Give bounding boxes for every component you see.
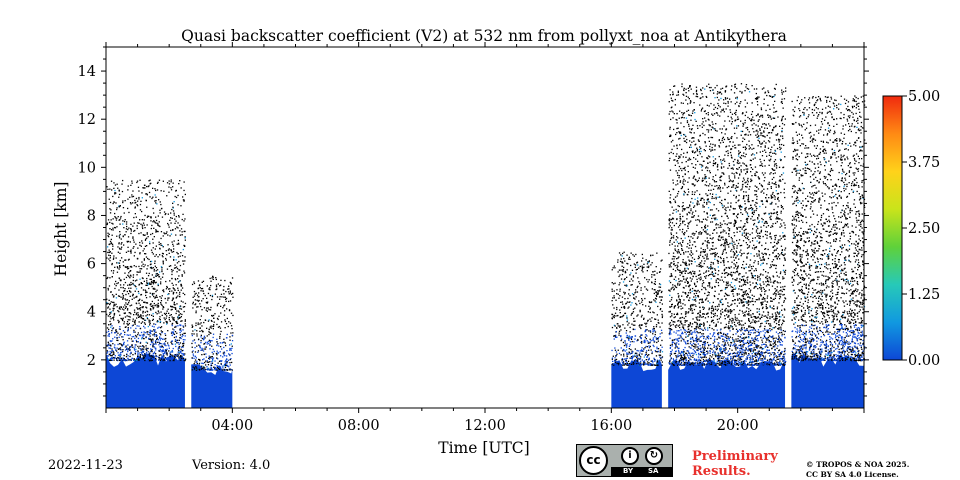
colorbar-tick-label: 2.50 bbox=[908, 221, 940, 237]
copyright-line-2: CC BY SA 4.0 License. bbox=[806, 470, 899, 479]
colorbar-tick-label: 5.00 bbox=[908, 89, 940, 105]
y-tick-label: 10 bbox=[78, 160, 96, 176]
y-axis-label: Height [km] bbox=[52, 182, 70, 277]
measurement-period-5 bbox=[791, 95, 866, 408]
colorbar-scale bbox=[882, 95, 903, 361]
copyright-line-1: © TROPOS & NOA 2025. bbox=[806, 460, 910, 469]
y-tick-label: 4 bbox=[87, 305, 96, 321]
axes-frame bbox=[105, 46, 865, 409]
measurement-period-4 bbox=[668, 83, 787, 408]
signal-layer-1 bbox=[106, 352, 185, 408]
preliminary-results-label: Preliminary Results. bbox=[692, 449, 778, 479]
measurement-period-1 bbox=[106, 179, 187, 408]
x-tick-label: 16:00 bbox=[590, 418, 632, 434]
x-tick-label: 20:00 bbox=[717, 418, 759, 434]
colorbar-tick-label: 3.75 bbox=[908, 155, 940, 171]
y-tick-label: 8 bbox=[87, 208, 96, 224]
preliminary-line-2: Results. bbox=[692, 464, 751, 479]
colorbar-tick-label: 1.25 bbox=[908, 287, 940, 303]
noise-speckle-3 bbox=[611, 251, 664, 366]
version-label: Version: 4.0 bbox=[192, 458, 271, 473]
copyright-notice: © TROPOS & NOA 2025. CC BY SA 4.0 Licens… bbox=[806, 460, 909, 480]
noise-speckle-5 bbox=[791, 95, 866, 362]
y-tick-label: 14 bbox=[78, 64, 96, 80]
y-tick-label: 2 bbox=[87, 353, 96, 369]
x-tick-label: 04:00 bbox=[211, 418, 253, 434]
x-tick-label: 08:00 bbox=[338, 418, 380, 434]
chart-title: Quasi backscatter coefficient (V2) at 53… bbox=[181, 27, 787, 45]
colorbar-tick-label: 0.00 bbox=[908, 353, 940, 369]
signal-layer-2 bbox=[191, 364, 233, 408]
attribution-icon: i bbox=[621, 447, 639, 465]
y-tick-label: 12 bbox=[78, 112, 96, 128]
by-label: BY bbox=[623, 467, 634, 475]
plot-area: 04:00 08:00 12:00 16:00 20:00 2 4 6 8 10 12 14 bbox=[78, 42, 869, 434]
license-strip: BY SA bbox=[611, 467, 672, 476]
colorbar: 0.00 1.25 2.50 3.75 5.00 bbox=[882, 89, 940, 369]
share-alike-icon: ↻ bbox=[645, 447, 663, 465]
noise-speckle-2 bbox=[191, 275, 234, 371]
cc-license-badge: cc i ↻ BY SA bbox=[576, 444, 673, 477]
signal-layer-3 bbox=[611, 359, 662, 408]
sa-label: SA bbox=[648, 467, 659, 475]
noise-speckle-1 bbox=[106, 179, 187, 362]
signal-layer-5 bbox=[791, 353, 864, 408]
date-label: 2022-11-23 bbox=[48, 458, 123, 473]
noise-speckle-4 bbox=[668, 83, 787, 366]
y-tick-label: 6 bbox=[87, 257, 96, 273]
x-tick-label: 12:00 bbox=[464, 418, 506, 434]
x-axis-label: Time [UTC] bbox=[438, 439, 529, 457]
preliminary-line-1: Preliminary bbox=[692, 449, 778, 464]
signal-layer-4 bbox=[668, 359, 786, 408]
cc-icon: cc bbox=[579, 446, 608, 475]
measurement-period-2 bbox=[191, 275, 234, 408]
measurement-period-3 bbox=[611, 251, 664, 408]
